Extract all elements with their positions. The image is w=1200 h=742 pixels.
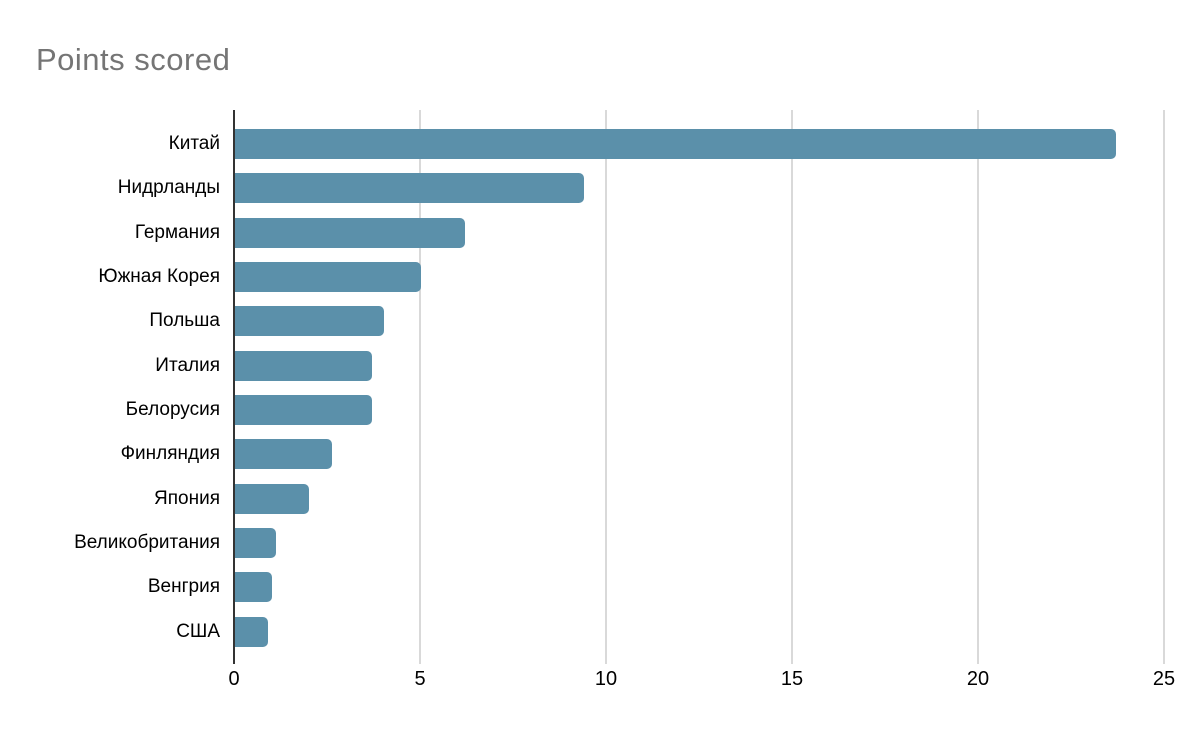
bar-row (235, 477, 1164, 521)
bar-rows (235, 122, 1164, 654)
tick-mark (419, 656, 421, 664)
gridline (1163, 110, 1165, 656)
category-label: Нидрланды (117, 177, 220, 199)
bar-row (235, 344, 1164, 388)
bar (235, 616, 269, 647)
category-label: Италия (155, 354, 220, 376)
tick-mark (605, 656, 607, 664)
category-label: Япония (154, 487, 220, 509)
gridline (605, 110, 607, 656)
category-label: США (176, 620, 220, 642)
bar (235, 483, 310, 514)
value-tick-label: 20 (966, 668, 990, 690)
tick-mark (233, 656, 235, 664)
bar-row (235, 211, 1164, 255)
bar-row (235, 122, 1164, 166)
value-axis-tick-labels: 0 5 10 15 20 25 (228, 668, 1175, 696)
bar (235, 572, 273, 603)
category-label: Финляндия (120, 443, 220, 465)
bar-row (235, 432, 1164, 476)
bar (235, 306, 384, 337)
bar-row (235, 255, 1164, 299)
category-label: Китай (168, 133, 220, 155)
bar (235, 528, 276, 559)
value-tick-label: 10 (594, 668, 618, 690)
bar-row (235, 388, 1164, 432)
bar (235, 217, 466, 248)
bar-row (235, 166, 1164, 210)
bar (235, 129, 1116, 160)
bar (235, 395, 373, 426)
bar-row (235, 610, 1164, 654)
tick-mark (977, 656, 979, 664)
value-tick-label: 0 (228, 668, 240, 690)
chart-title: Points scored (36, 42, 231, 77)
bar-row (235, 565, 1164, 609)
value-tick-label: 15 (780, 668, 804, 690)
category-label: Великобритания (74, 532, 220, 554)
gridline (977, 110, 979, 656)
value-tick-label: 25 (1152, 668, 1176, 690)
tick-mark (1163, 656, 1165, 664)
category-label: Венгрия (147, 576, 220, 598)
value-tick-label: 5 (414, 668, 426, 690)
bar (235, 439, 332, 470)
category-label: Белорусия (125, 399, 220, 421)
category-label: Германия (134, 221, 220, 243)
bar-row (235, 521, 1164, 565)
category-axis-labels: Китай Нидрланды Германия Южная Корея Польша И… (0, 122, 220, 654)
tick-mark (791, 656, 793, 664)
axis-line (233, 110, 235, 656)
bar (235, 173, 585, 204)
category-label: Польша (149, 310, 220, 332)
gridline (791, 110, 793, 656)
bar (235, 262, 421, 293)
gridline (419, 110, 421, 656)
plot-area (233, 110, 1165, 664)
bar-row (235, 299, 1164, 343)
category-label: Южная Корея (98, 266, 220, 288)
bar (235, 350, 373, 381)
